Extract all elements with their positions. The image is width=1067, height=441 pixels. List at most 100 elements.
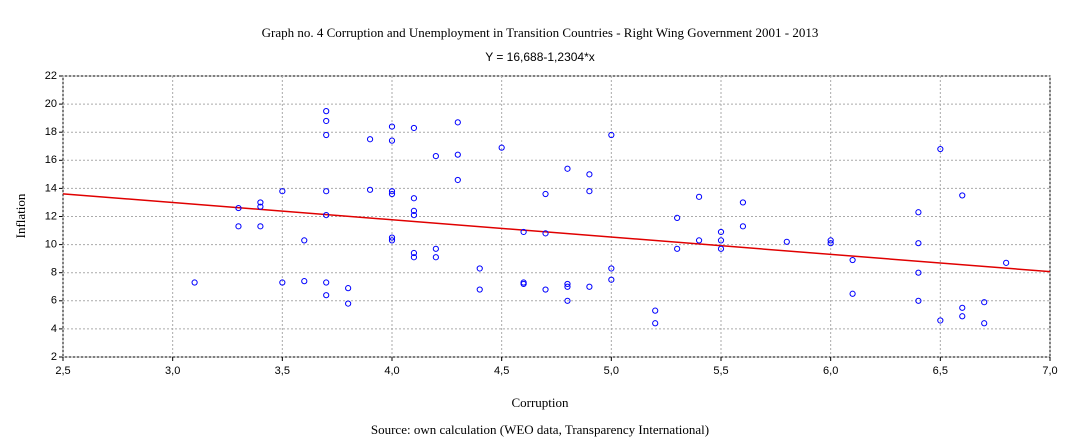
- data-point: [301, 278, 308, 285]
- y-axis-label: Inflation: [13, 193, 28, 238]
- y-tick-label: 20: [45, 98, 57, 110]
- data-point: [652, 320, 659, 327]
- x-tick-label: 6,5: [933, 365, 948, 377]
- y-tick-label: 12: [45, 210, 57, 222]
- y-tick-label: 16: [45, 154, 57, 166]
- data-point: [586, 188, 593, 195]
- data-point: [388, 188, 396, 195]
- data-point: [608, 276, 615, 283]
- data-point: [608, 131, 615, 139]
- data-point: [564, 297, 571, 304]
- data-point: [717, 245, 725, 252]
- y-tick-label: 6: [51, 295, 57, 307]
- data-point: [695, 237, 703, 244]
- data-point: [915, 209, 922, 216]
- y-tick-label: 18: [45, 126, 57, 138]
- data-point: [695, 193, 703, 200]
- data-point: [432, 152, 439, 160]
- y-tick-label: 2: [51, 351, 57, 363]
- data-point: [191, 279, 198, 286]
- data-point: [717, 228, 725, 236]
- x-tick-label: 3,0: [165, 365, 180, 377]
- data-point: [849, 290, 856, 297]
- data-point: [981, 299, 988, 306]
- data-point: [279, 188, 286, 195]
- data-point: [542, 286, 549, 293]
- data-point: [366, 136, 374, 143]
- data-point: [915, 240, 922, 247]
- data-point: [981, 320, 988, 327]
- x-axis-label: Corruption: [511, 395, 569, 410]
- data-point: [410, 195, 418, 202]
- fit-line: [62, 193, 1051, 273]
- data-point: [323, 108, 330, 115]
- data-point: [454, 119, 461, 126]
- data-point: [323, 117, 330, 125]
- x-tick-label: 4,5: [494, 365, 509, 377]
- data-point: [410, 249, 418, 257]
- data-point: [410, 211, 418, 219]
- data-point: [564, 280, 571, 288]
- data-point: [257, 199, 264, 206]
- data-point: [257, 203, 264, 210]
- data-point: [564, 283, 571, 290]
- data-point: [235, 204, 242, 212]
- data-point: [739, 223, 747, 230]
- data-point: [959, 192, 966, 199]
- data-point: [410, 207, 418, 214]
- data-point: [674, 245, 681, 252]
- data-point: [498, 144, 505, 151]
- data-point: [542, 230, 549, 237]
- data-point: [432, 254, 439, 261]
- data-point: [323, 292, 330, 299]
- x-tick-label: 4,0: [384, 365, 399, 377]
- data-point: [301, 237, 308, 244]
- source-note: Source: own calculation (WEO data, Trans…: [371, 422, 709, 437]
- data-point: [586, 171, 593, 178]
- data-point: [520, 228, 527, 236]
- data-point: [235, 223, 242, 230]
- data-point: [915, 297, 922, 304]
- data-point: [783, 238, 790, 245]
- y-tick-label: 22: [45, 70, 57, 82]
- data-point: [345, 285, 352, 292]
- x-tick-label: 7,0: [1042, 365, 1057, 377]
- data-point: [388, 123, 396, 130]
- x-tick-label: 6,0: [823, 365, 838, 377]
- data-point: [410, 254, 418, 261]
- data-point: [323, 211, 330, 219]
- data-point: [827, 240, 834, 247]
- data-point: [937, 317, 944, 324]
- data-point: [827, 237, 834, 244]
- data-point: [849, 256, 856, 264]
- x-tick-label: 3,5: [275, 365, 290, 377]
- data-point: [542, 190, 549, 198]
- data-point: [323, 279, 330, 286]
- data-point: [586, 283, 593, 290]
- data-point: [717, 237, 725, 244]
- data-point: [388, 190, 396, 198]
- data-point: [674, 214, 681, 222]
- data-point: [915, 269, 922, 276]
- data-point: [564, 165, 571, 172]
- x-tick-label: 2,5: [55, 365, 70, 377]
- data-point: [366, 186, 374, 193]
- data-point: [454, 151, 461, 158]
- data-point: [608, 265, 615, 272]
- data-point: [432, 245, 439, 252]
- data-point: [652, 307, 659, 314]
- data-point: [257, 223, 264, 230]
- x-tick-label: 5,5: [713, 365, 728, 377]
- chart-title: Graph no. 4 Corruption and Unemployment …: [262, 25, 819, 40]
- data-point: [959, 313, 966, 320]
- data-point: [323, 188, 330, 195]
- data-point: [454, 176, 461, 184]
- data-point: [959, 304, 966, 311]
- data-point: [476, 286, 483, 293]
- data-point: [279, 279, 286, 286]
- data-point: [323, 131, 330, 139]
- y-tick-label: 14: [45, 182, 57, 194]
- data-point: [739, 199, 747, 206]
- y-tick-label: 10: [45, 239, 57, 251]
